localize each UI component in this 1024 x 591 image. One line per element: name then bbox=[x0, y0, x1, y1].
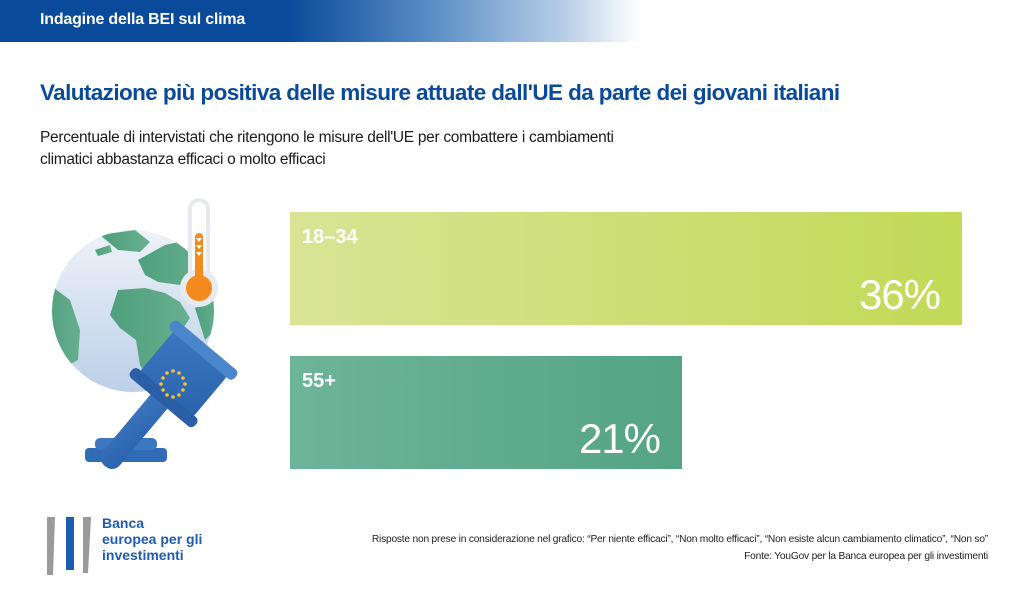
footnote: Risposte non prese in considerazione nel… bbox=[372, 531, 988, 565]
climate-illustration bbox=[52, 198, 238, 469]
chart-subtitle: Percentuale di intervistati che ritengon… bbox=[40, 127, 760, 171]
bar-18-34: 18–34 36% bbox=[290, 212, 962, 325]
footnote-excluded: Risposte non prese in considerazione nel… bbox=[371, 534, 988, 545]
bar-55-plus: 55+ 21% bbox=[290, 356, 682, 469]
bar-label-18-34: 18–34 bbox=[302, 226, 358, 248]
thermometer-icon bbox=[180, 198, 218, 307]
subtitle-line-1: Percentuale di intervistati che ritengon… bbox=[40, 129, 614, 146]
subtitle-line-2: climatici abbastanza efficaci o molto ef… bbox=[40, 151, 326, 168]
logo-line-1: Banca bbox=[102, 515, 145, 531]
header-band: Indagine della BEI sul clima bbox=[0, 0, 640, 42]
logo-line-3: investimenti bbox=[102, 547, 184, 563]
footnote-source: Fonte: YouGov per la Banca europea per g… bbox=[744, 551, 988, 562]
eu-gavel-icon bbox=[85, 320, 238, 469]
eib-logo-icon bbox=[47, 517, 91, 575]
header-title: Indagine della BEI sul clima bbox=[40, 11, 246, 28]
bar-value-55-plus: 21% bbox=[578, 415, 661, 462]
eib-logo-text: Banca europea per gli investimenti bbox=[102, 515, 202, 563]
page-title: Valutazione più positiva delle misure at… bbox=[40, 80, 840, 105]
eu-stars bbox=[159, 369, 187, 399]
logo-line-2: europea per gli bbox=[102, 531, 203, 547]
bar-label-55-plus: 55+ bbox=[302, 370, 336, 392]
bar-value-18-34: 36% bbox=[858, 271, 941, 318]
